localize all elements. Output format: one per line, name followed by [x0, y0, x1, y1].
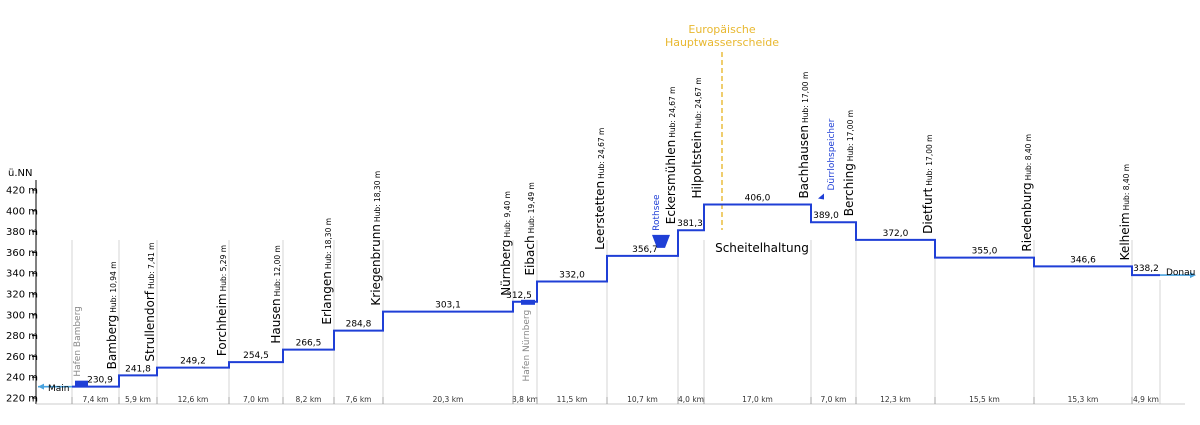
lock-label: HilpoltsteinHub: 24,67 m: [690, 77, 704, 198]
y-tick-label: 220 m: [6, 394, 38, 405]
y-tick-label: 320 m: [6, 290, 38, 301]
distance-label: 8,2 km: [296, 395, 322, 404]
pool-elevation-label: 332,0: [559, 271, 585, 281]
pool-elevation-label: 241,8: [125, 364, 151, 374]
y-tick-label: 360 m: [6, 248, 38, 259]
harbor-nuernberg-marker: [521, 299, 535, 305]
axis-unit-label: ü.NN: [8, 168, 32, 179]
distance-label: 7,0 km: [821, 395, 847, 404]
harbor-nuernberg-label: Hafen Nürnberg: [522, 310, 532, 382]
distance-label: 4,9 km: [1133, 395, 1159, 404]
pool-elevation-label: 254,5: [243, 351, 269, 361]
river-main-label: Main: [48, 384, 70, 394]
pool-elevation-labels: 230,9 241,8 249,2 254,5 266,5 284,8 303,1 312,5…: [87, 194, 1159, 386]
y-tick-label: 340 m: [6, 269, 38, 280]
distance-label: 11,5 km: [557, 395, 588, 404]
pool-elevation-label: 381,3: [677, 219, 703, 229]
rothsee-reservoir-marker: [652, 234, 670, 248]
pool-elevation-label: 303,1: [435, 301, 461, 311]
lock-label: DietfurtHub: 17,00 m: [921, 135, 935, 234]
harbor-bamberg-marker: [75, 380, 88, 387]
lock-label: BambergHub: 10,94 m: [105, 261, 119, 369]
y-tick-label: 260 m: [6, 352, 38, 363]
pool-elevation-label: 372,0: [883, 229, 909, 239]
distance-label: 4,0 km: [678, 395, 704, 404]
lock-label: KriegenbrunnHub: 18,30 m: [369, 171, 383, 306]
pool-elevation-label: 230,9: [87, 376, 113, 386]
pool-profile-path: [72, 203, 1160, 388]
river-donau-label: Donau: [1166, 268, 1195, 278]
divide-label-line2: Hauptwasserscheide: [665, 36, 779, 49]
distance-label: 17,0 km: [742, 395, 773, 404]
lock-label: HausenHub: 12,00 m: [269, 245, 283, 343]
lock-label: RiedenburgHub: 8,40 m: [1020, 134, 1034, 252]
profile-line: [38, 203, 1196, 390]
lock-label: ErlangenHub: 18,30 m: [320, 218, 334, 325]
distance-label: 15,5 km: [969, 395, 1000, 404]
pool-elevation-label: 312,5: [506, 291, 532, 301]
vertical-guides: [71, 52, 1161, 404]
distance-label: 5,9 km: [125, 395, 151, 404]
summit-pool-label: Scheitelhaltung: [715, 241, 809, 255]
harbor-bamberg-label: Hafen Bamberg: [73, 306, 83, 377]
lock-labels: BambergHub: 10,94 m StrullendorfHub: 7,41…: [105, 72, 1132, 370]
annotations: Main Donau Europäische Hauptwasserscheid…: [48, 23, 1195, 394]
pool-elevation-label: 356,7: [632, 245, 658, 255]
y-tick-label: 400 m: [6, 206, 38, 217]
pool-elevation-label: 284,8: [346, 320, 372, 330]
divide-label-line1: Europäische: [688, 23, 755, 36]
lock-label: NürnbergHub: 9,40 m: [499, 191, 513, 296]
distance-label: 7,4 km: [83, 395, 109, 404]
lock-label: ForchheimHub: 5,29 m: [215, 245, 229, 356]
y-tick-label: 380 m: [6, 227, 38, 238]
duerrlohspeicher-label: Dürrlohspeicher: [827, 118, 837, 190]
y-tick-label: 420 m: [6, 186, 38, 197]
lock-label: BerchingHub: 17,00 m: [842, 110, 856, 216]
lock-label: KelheimHub: 8,40 m: [1118, 164, 1132, 260]
distance-label: 7,6 km: [346, 395, 372, 404]
lock-label: BachhausenHub: 17,00 m: [797, 72, 811, 199]
river-donau-arrow: [1190, 272, 1196, 279]
distance-label: 7,0 km: [243, 395, 269, 404]
pool-elevation-label: 406,0: [745, 194, 771, 204]
lock-label: EibachHub: 19,49 m: [523, 182, 537, 275]
distance-label: 3,8 km: [512, 395, 538, 404]
pool-elevation-label: 389,0: [813, 211, 839, 221]
lock-label: StrullendorfHub: 7,41 m: [143, 243, 157, 362]
duerrloh-reservoir-marker: [818, 193, 824, 200]
pool-elevation-label: 249,2: [180, 357, 206, 367]
distance-label: 12,3 km: [880, 395, 911, 404]
y-tick-label: 240 m: [6, 373, 38, 384]
pool-elevation-label: 266,5: [296, 339, 322, 349]
river-main-arrow: [38, 383, 44, 390]
distance-label: 15,3 km: [1068, 395, 1099, 404]
distance-label: 12,6 km: [178, 395, 209, 404]
rothsee-label: Rothsee: [652, 194, 662, 231]
y-tick-label: 280 m: [6, 331, 38, 342]
lock-label: LeerstettenHub: 24,67 m: [593, 128, 607, 250]
distance-label: 20,3 km: [433, 395, 464, 404]
y-tick-label: 300 m: [6, 310, 38, 321]
pool-elevation-label: 346,6: [1070, 255, 1096, 265]
distance-labels: 7,4 km 5,9 km 12,6 km 7,0 km 8,2 km 7,6 km 20,…: [36, 395, 1185, 405]
distance-label: 10,7 km: [627, 395, 658, 404]
pool-elevation-label: 355,0: [972, 247, 998, 257]
y-axis: 220 m 240 m 260 m 280 m 300 m 320 m 340 m 360 m…: [6, 180, 38, 405]
pool-elevation-label: 338,2: [1133, 264, 1159, 274]
lock-label: EckersmühlenHub: 24,67 m: [664, 87, 678, 225]
